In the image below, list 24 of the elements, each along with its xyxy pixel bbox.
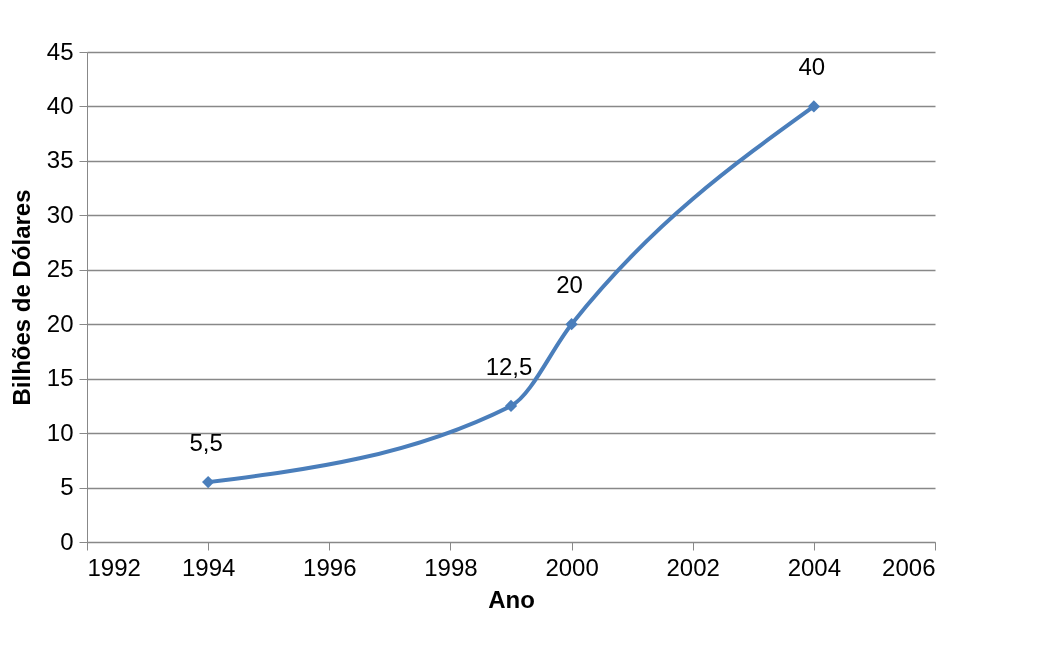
x-tick-label: 2002 [666, 553, 720, 581]
x-tick-label: 2000 [545, 553, 599, 581]
y-axis-title: Bilhões de Dólares [7, 189, 35, 406]
x-tick-label: 2004 [787, 553, 842, 581]
data-label: 20 [556, 271, 583, 299]
x-tick-label: 1992 [87, 553, 141, 581]
y-tick-label: 40 [46, 91, 74, 119]
data-label: 12,5 [485, 352, 533, 380]
x-tick-label: 1996 [303, 553, 357, 581]
x-tick-label: 1994 [181, 553, 236, 581]
x-tick-label: 2006 [882, 553, 936, 581]
y-tick-label: 45 [46, 37, 74, 65]
y-tick-label: 30 [46, 200, 74, 228]
data-label: 5,5 [189, 429, 223, 457]
y-tick-label: 0 [60, 527, 74, 555]
y-tick-label: 10 [46, 418, 74, 446]
data-label: 40 [798, 53, 826, 81]
y-tick-label: 5 [60, 473, 74, 501]
y-tick-label: 15 [46, 364, 74, 392]
x-tick-label: 1998 [424, 553, 478, 581]
x-axis-title: Ano [488, 585, 535, 613]
y-tick-label: 35 [46, 146, 74, 174]
y-tick-label: 20 [46, 309, 74, 337]
y-tick-label: 25 [46, 255, 74, 283]
